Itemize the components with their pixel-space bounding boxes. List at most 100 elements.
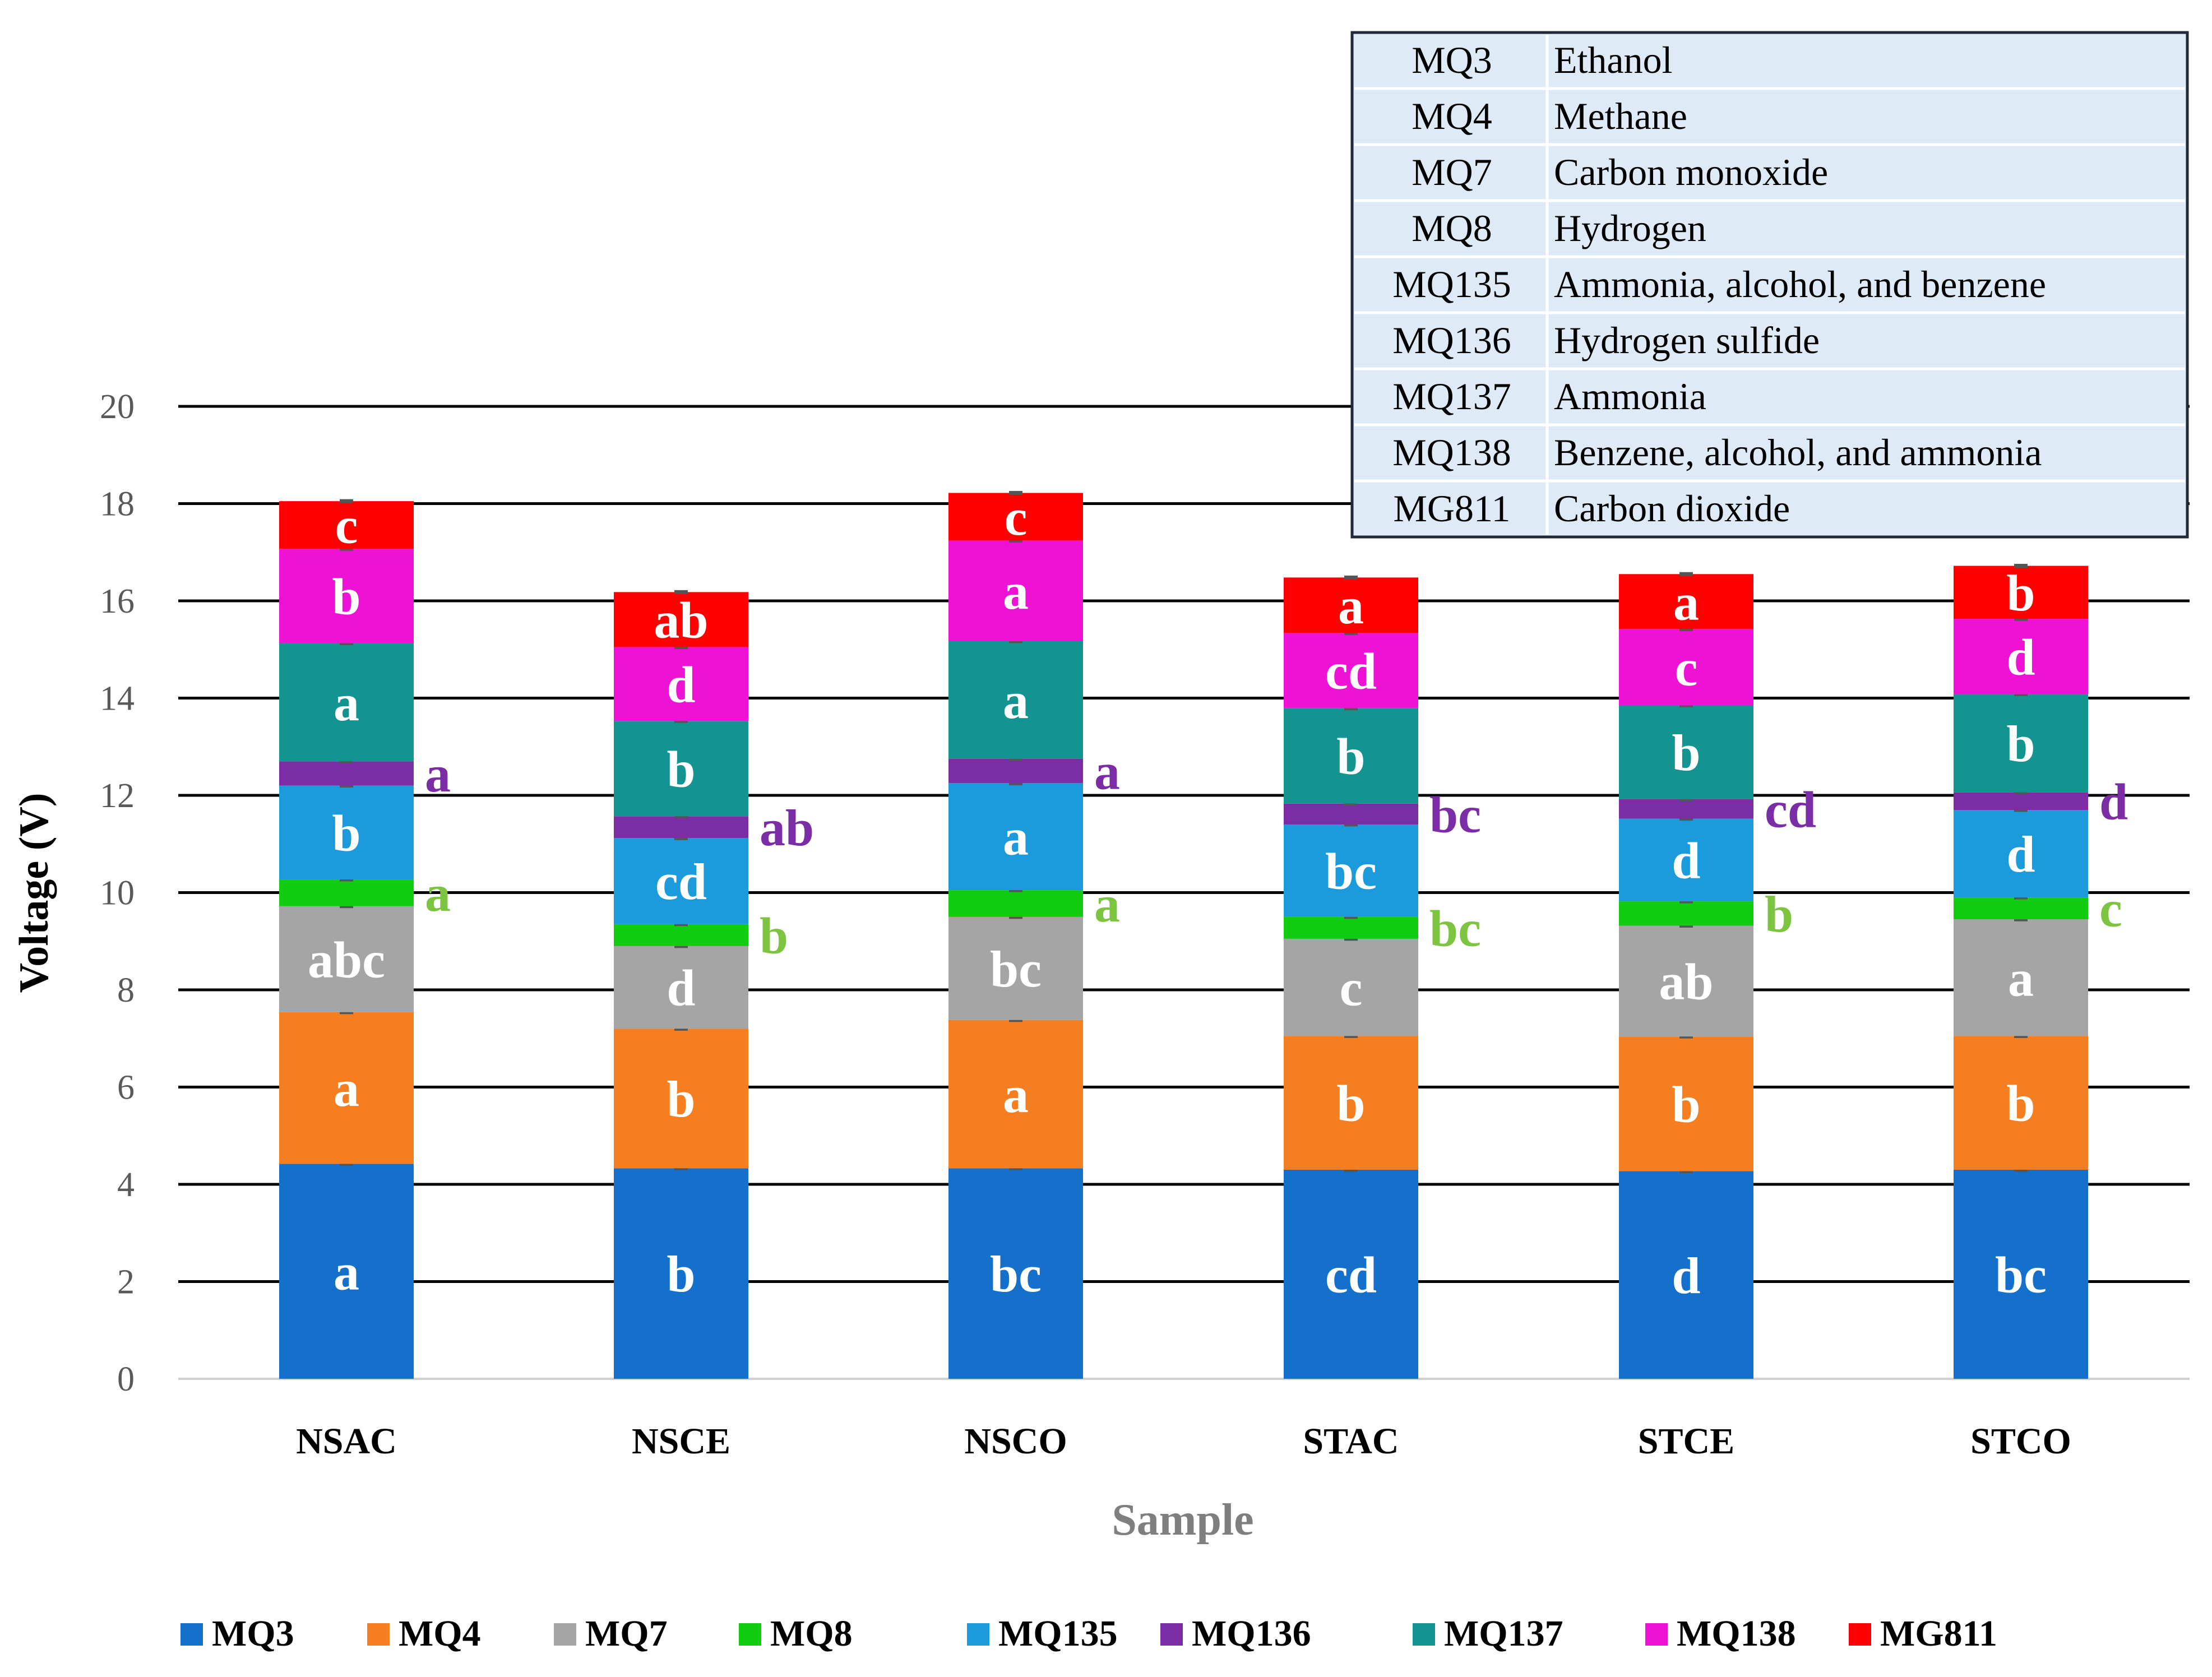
legend-swatch-mq3 — [181, 1623, 203, 1646]
bar-segment-mq8-stac — [1284, 916, 1418, 939]
significance-letter: d — [2006, 628, 2035, 685]
bar-segment-mq135-nsco — [948, 783, 1083, 891]
bar-segment-mq138-stco — [1954, 619, 2088, 694]
category-label: STCO — [1970, 1421, 2071, 1462]
bar-segment-mq136-stce — [1619, 799, 1753, 819]
legend: MQ3 MQ4 MQ7 MQ8 MQ135 MQ136 MQ137 MQ138 MG811 — [181, 1613, 1997, 1654]
significance-letter: bc — [1325, 842, 1377, 900]
bar-segment-mq137-stco — [1954, 694, 2088, 793]
significance-letter: a — [2008, 949, 2034, 1007]
significance-letter: a — [334, 1060, 359, 1117]
significance-letter: d — [667, 656, 695, 713]
bars — [279, 490, 2088, 1379]
table-gas-cell: Ethanol — [1554, 39, 1673, 81]
category-label: NSAC — [296, 1421, 397, 1462]
significance-letter: b — [332, 804, 360, 861]
y-tick-label: 0 — [117, 1360, 135, 1398]
significance-letter: cd — [655, 853, 707, 910]
significance-letter: b — [2006, 1075, 2035, 1132]
legend-label: MQ3 — [212, 1613, 294, 1654]
bar-segment-mg811-stac — [1284, 577, 1418, 633]
significance-letter: ab — [760, 799, 814, 856]
bar-segment-mg811-nsco — [948, 493, 1083, 541]
legend-swatch-mq135 — [967, 1623, 989, 1646]
significance-letter: a — [1003, 1066, 1029, 1123]
significance-letter: b — [2006, 564, 2035, 622]
significance-letter: b — [2006, 715, 2035, 772]
bar-segment-mq4-stac — [1284, 1036, 1418, 1170]
bar-segment-mq7-stce — [1619, 925, 1753, 1037]
significance-letter: c — [1005, 489, 1028, 546]
significance-letter: b — [667, 740, 695, 798]
bar-segment-mq138-nsce — [614, 647, 748, 721]
significance-letter: a — [1094, 743, 1120, 800]
significance-letter: b — [1336, 728, 1365, 785]
table-gas-cell: Carbon dioxide — [1554, 487, 1790, 530]
y-tick-label: 18 — [100, 485, 135, 524]
table-gas-cell: Hydrogen — [1554, 207, 1706, 249]
bar-segment-mq137-stce — [1619, 705, 1753, 799]
legend-swatch-mq4 — [367, 1623, 390, 1646]
significance-letter: bc — [990, 941, 1042, 998]
significance-letter: b — [1672, 1076, 1700, 1133]
bar-segment-mq3-nsco — [948, 1168, 1083, 1379]
bar-segment-mq138-stce — [1619, 629, 1753, 706]
legend-swatch-mq7 — [554, 1623, 576, 1646]
bar-segment-mq136-nsac — [279, 761, 414, 786]
bar-segment-mq7-stco — [1954, 919, 2088, 1036]
significance-letter: d — [667, 960, 695, 1017]
bar-segment-mq137-nsco — [948, 641, 1083, 759]
bar-segment-mq135-stco — [1954, 810, 2088, 898]
significance-letter: a — [334, 674, 359, 731]
bar-segment-mq4-stco — [1954, 1036, 2088, 1170]
sensor-gas-table: MQ3 Ethanol MQ4 Methane MQ7 Carbon monoxide MQ… — [1350, 31, 2189, 539]
significance-letter: abc — [308, 931, 385, 988]
legend-swatch-mq136 — [1160, 1623, 1183, 1646]
legend-swatch-mq8 — [739, 1623, 761, 1646]
table-sensor-cell: MQ3 — [1412, 39, 1492, 81]
significance-letter: cd — [1325, 642, 1377, 699]
y-axis-ticks: 0 2 4 6 8 10 12 14 16 18 20 — [100, 388, 135, 1398]
y-axis-title: Voltage (V) — [11, 793, 57, 993]
legend-swatch-mq137 — [1413, 1623, 1435, 1646]
significance-letter: a — [1673, 573, 1699, 631]
y-tick-label: 12 — [100, 777, 135, 815]
table-sensor-cell: MG811 — [1393, 487, 1510, 530]
significance-letter: a — [425, 745, 451, 803]
legend-label: MG811 — [1880, 1613, 1997, 1654]
significance-letter: a — [1338, 577, 1364, 634]
significance-letter: a — [1003, 672, 1029, 729]
legend-label: MQ136 — [1192, 1613, 1311, 1654]
significance-letter: bc — [990, 1245, 1042, 1303]
table-gas-cell: Ammonia, alcohol, and benzene — [1554, 263, 2046, 305]
significance-letter: bc — [1995, 1246, 2047, 1303]
bar-segment-mq137-stac — [1284, 708, 1418, 804]
y-tick-label: 2 — [117, 1263, 135, 1301]
significance-letter: c — [335, 497, 358, 554]
table-gas-cell: Ammonia — [1554, 375, 1706, 418]
category-label: STCE — [1638, 1421, 1734, 1462]
legend-swatch-mg811 — [1849, 1623, 1871, 1646]
category-label: STAC — [1303, 1421, 1399, 1462]
y-tick-label: 4 — [117, 1166, 135, 1204]
table-sensor-cell: MQ7 — [1412, 151, 1492, 193]
bar-segment-mg811-nsac — [279, 501, 414, 549]
bar-segment-mq135-stce — [1619, 818, 1753, 902]
bar-segment-mq3-stac — [1284, 1169, 1418, 1379]
table-sensor-cell: MQ136 — [1392, 319, 1511, 362]
bar-segment-mq3-stco — [1954, 1169, 2088, 1379]
bar-segment-mq136-stco — [1954, 792, 2088, 810]
significance-letter: cd — [1325, 1246, 1377, 1303]
significance-letter: b — [760, 907, 788, 964]
significance-letter: d — [2006, 826, 2035, 883]
bar-segment-mq7-stac — [1284, 938, 1418, 1036]
significance-letter: b — [1672, 724, 1700, 781]
significance-letter: a — [425, 865, 451, 922]
significance-letter: b — [1336, 1075, 1365, 1132]
significance-letter: a — [1094, 875, 1120, 933]
significance-letter: d — [1672, 832, 1700, 889]
bar-segment-mq7-nsac — [279, 906, 414, 1012]
bar-segment-mq4-nsac — [279, 1012, 414, 1164]
significance-letter: cd — [1765, 781, 1816, 838]
y-tick-label: 6 — [117, 1069, 135, 1107]
